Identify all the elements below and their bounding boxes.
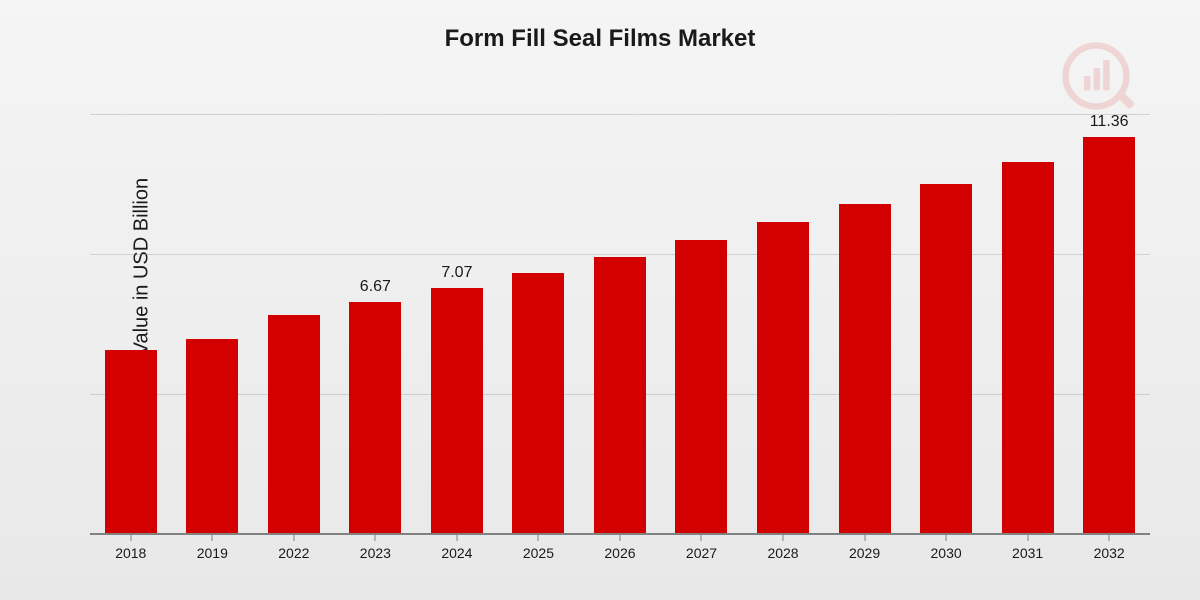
bar: [594, 257, 646, 535]
x-tick: 2026: [579, 535, 661, 575]
x-tick: 2019: [172, 535, 254, 575]
plot-area: 6.67 7.07 11.36: [90, 115, 1150, 535]
value-label: 6.67: [360, 278, 391, 302]
x-tick: 2032: [1068, 535, 1150, 575]
bar-slot: [253, 115, 335, 535]
bar-slot: [661, 115, 743, 535]
bar-slot: [824, 115, 906, 535]
x-tick: 2022: [253, 535, 335, 575]
x-tick: 2031: [987, 535, 1069, 575]
bar-slot: [742, 115, 824, 535]
x-tick-label: 2022: [278, 545, 309, 561]
bar: [757, 222, 809, 535]
bar-slot: [987, 115, 1069, 535]
x-tick: 2029: [824, 535, 906, 575]
bar: [105, 350, 157, 536]
x-tick: 2028: [742, 535, 824, 575]
bar-slot: 11.36: [1068, 115, 1150, 535]
bar: [1002, 162, 1054, 535]
bar-slot: [905, 115, 987, 535]
x-tick: 2024: [416, 535, 498, 575]
x-tick-label: 2029: [849, 545, 880, 561]
bar: [839, 204, 891, 535]
bar: 11.36: [1083, 137, 1135, 535]
x-axis: 2018 2019 2022 2023 2024 2025 2026 2027 2028 2029…: [90, 535, 1150, 575]
x-tick: 2030: [905, 535, 987, 575]
bar: [512, 273, 564, 536]
chart-title: Form Fill Seal Films Market: [0, 25, 1200, 53]
x-tick: 2025: [498, 535, 580, 575]
value-label: 7.07: [441, 264, 472, 288]
bar: 7.07: [431, 288, 483, 535]
bar: [920, 184, 972, 535]
x-tick-label: 2028: [767, 545, 798, 561]
bar-slot: [498, 115, 580, 535]
bar-slot: [90, 115, 172, 535]
bar: [268, 315, 320, 536]
bar-slot: [172, 115, 254, 535]
watermark-logo: [1060, 40, 1140, 120]
x-tick: 2018: [90, 535, 172, 575]
bar-slot: 6.67: [335, 115, 417, 535]
bar-slot: [579, 115, 661, 535]
x-tick-label: 2018: [115, 545, 146, 561]
x-tick: 2023: [335, 535, 417, 575]
x-tick-label: 2027: [686, 545, 717, 561]
x-tick-label: 2019: [197, 545, 228, 561]
bar: [675, 240, 727, 535]
x-tick: 2027: [661, 535, 743, 575]
bar-slot: 7.07: [416, 115, 498, 535]
value-label: 11.36: [1090, 113, 1129, 137]
x-tick-label: 2026: [604, 545, 635, 561]
x-tick-label: 2024: [441, 545, 472, 561]
x-tick-label: 2030: [931, 545, 962, 561]
bars-container: 6.67 7.07 11.36: [90, 115, 1150, 535]
x-tick-label: 2031: [1012, 545, 1043, 561]
bar: 6.67: [349, 302, 401, 535]
x-tick-label: 2023: [360, 545, 391, 561]
x-tick-label: 2032: [1094, 545, 1125, 561]
bar: [186, 339, 238, 535]
x-tick-label: 2025: [523, 545, 554, 561]
